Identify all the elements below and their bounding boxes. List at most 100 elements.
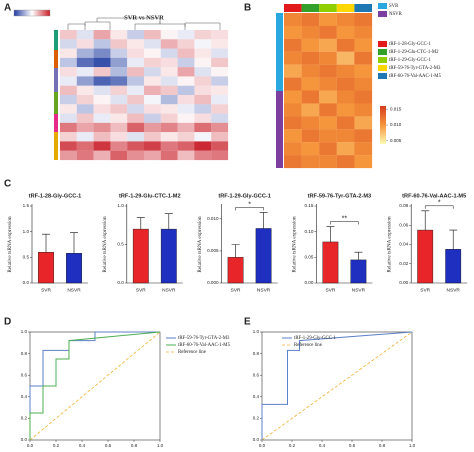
- y-tick-label: 1.0: [23, 229, 30, 234]
- heatmap-cell: [336, 77, 355, 91]
- heatmap-cell: [127, 113, 145, 123]
- significance-bracket: [424, 205, 454, 209]
- reference-line: [261, 331, 413, 441]
- significance-bracket: [235, 207, 264, 211]
- heatmap-cell: [194, 150, 212, 161]
- heatmap-cell: [160, 95, 178, 105]
- heatmap-cell: [60, 113, 77, 123]
- row-annotation: [54, 30, 58, 160]
- x-tick-label: 1.0: [157, 443, 164, 448]
- chart-title: tRF-1-29-Glu-CTC-1-M2: [119, 193, 181, 199]
- heatmap-cell: [144, 30, 161, 40]
- heatmap-cell: [211, 67, 229, 77]
- heatmap-cell: [60, 122, 77, 133]
- heatmap-cell: [160, 67, 178, 77]
- heatmap-cell: [60, 141, 77, 151]
- heatmap-cell: [284, 155, 302, 169]
- x-tick-label: 0.4: [319, 443, 326, 448]
- legend-label: tRF-1-29-Gly-GCC-1: [294, 336, 336, 341]
- y-tick-label: 0.010: [207, 216, 219, 221]
- heatmap-cell: [144, 132, 161, 142]
- chart-title: tRF-59-76-Tyr-GTA-2-M3: [308, 193, 372, 199]
- heatmap-cell: [319, 51, 337, 65]
- heatmap-cell: [160, 39, 178, 49]
- heatmap-cell: [60, 95, 77, 105]
- legend-label: NSVR: [389, 12, 403, 17]
- legend-label: tRF-60-76-Val-AAC-1-M5: [178, 343, 231, 348]
- error-bar: [259, 212, 268, 229]
- dendrogram: [67, 17, 221, 30]
- heatmap-cell: [336, 155, 355, 169]
- y-tick-label: 0.0: [117, 280, 124, 285]
- significance-label: **: [342, 215, 348, 222]
- y-tick-label: 0.6: [253, 372, 260, 377]
- heatmap-cell: [144, 141, 161, 151]
- heatmap-cell: [284, 25, 302, 39]
- heatmap-cell: [284, 103, 302, 117]
- heatmap-cell: [76, 104, 94, 114]
- heatmap-cell: [144, 48, 161, 58]
- heatmap-cell: [60, 48, 77, 58]
- heatmap-cell: [60, 39, 77, 49]
- heatmap-cell: [336, 116, 355, 130]
- heatmap-cell: [284, 116, 302, 130]
- heatmap-cell: [60, 57, 77, 68]
- heatmap-cell: [144, 39, 161, 49]
- legend-label: tRF-59-76-Tyr-GTA-2-M3: [178, 336, 230, 341]
- heatmap-cell: [211, 150, 229, 161]
- heatmap-cell: [354, 142, 373, 156]
- legend-swatch: [378, 11, 387, 17]
- heatmap-cell: [354, 90, 373, 104]
- heatmap-cell: [93, 30, 111, 40]
- bar: [322, 241, 339, 284]
- heatmap-cell: [177, 67, 195, 77]
- heatmap-cell: [76, 150, 94, 161]
- heatmap-cell: [76, 76, 94, 86]
- legend-label: tRF-1-28-Gly-GCC-1: [389, 42, 431, 47]
- heatmap-cell: [160, 104, 178, 114]
- bar: [66, 253, 82, 284]
- heatmap-cell: [93, 141, 111, 151]
- x-tick-label: 0.8: [131, 443, 138, 448]
- bar: [417, 229, 434, 284]
- heatmap-cell: [354, 129, 373, 143]
- heatmap-cell: [284, 64, 302, 78]
- heatmap-cell: [160, 57, 178, 68]
- y-axis-label: Relative tsRNA expression: [197, 216, 203, 273]
- x-tick-label: 1.0: [409, 443, 416, 448]
- heatmap-cell: [284, 51, 302, 65]
- y-tick-label: 0.0: [253, 437, 260, 442]
- heatmap-cell: [319, 142, 337, 156]
- heatmap-cell: [336, 90, 355, 104]
- heatmap-cell: [301, 13, 320, 27]
- heatmap-cell: [319, 25, 337, 39]
- heatmap-cell: [144, 150, 161, 161]
- bar: [160, 228, 177, 284]
- heatmap-cell: [127, 76, 145, 86]
- heatmap-cell: [127, 104, 145, 114]
- y-tick-label: 0.04: [399, 242, 408, 247]
- y-tick-label: 0.00: [399, 280, 408, 285]
- heatmap-cell: [336, 13, 355, 27]
- heatmap-cell: [354, 38, 373, 52]
- y-tick-label: 0.8: [253, 351, 260, 356]
- heatmap-cell: [93, 76, 111, 86]
- error-bar: [70, 232, 78, 254]
- heatmap-cell: [177, 39, 195, 49]
- reference-line: [29, 331, 161, 441]
- heatmap-cell: [336, 142, 355, 156]
- heatmap-cell: [93, 122, 111, 133]
- error-bar: [42, 233, 50, 253]
- legend-label: tRF-1-29-Glu-CTC-1-M2: [389, 50, 439, 55]
- colorbar-tick-label: 0.005: [390, 138, 402, 143]
- heatmap-cell: [194, 67, 212, 77]
- color-key: [13, 9, 51, 17]
- heatmap-cell: [76, 48, 94, 58]
- y-tick-label: 1.0: [253, 329, 260, 334]
- heatmap-cell: [177, 48, 195, 58]
- y-tick-label: 0.8: [21, 351, 28, 356]
- y-tick-label: 0.0: [23, 280, 30, 285]
- heatmap-cell: [127, 85, 145, 96]
- heatmap-cell: [93, 150, 111, 161]
- heatmap-cell: [301, 64, 320, 78]
